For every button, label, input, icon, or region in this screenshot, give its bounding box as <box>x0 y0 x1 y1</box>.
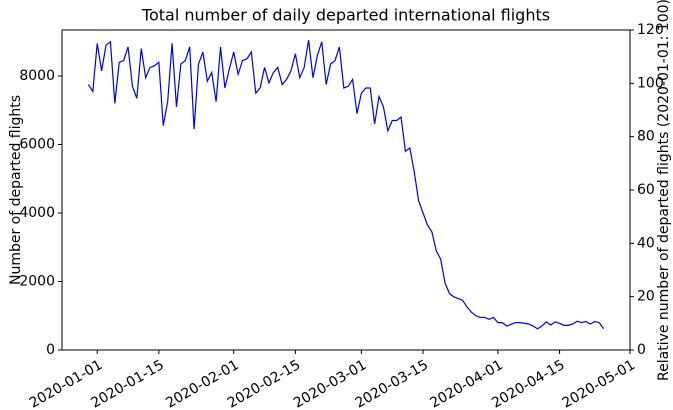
y2-tick-label: 20 <box>637 289 655 305</box>
y2-axis-label: Relative number of departed flights (202… <box>656 0 672 381</box>
y-tick-label: 4000 <box>19 205 55 221</box>
y2-tick-label: 60 <box>637 182 655 198</box>
y2-tick-label: 80 <box>637 129 655 145</box>
chart-title: Total number of daily departed internati… <box>141 6 550 25</box>
data-line <box>87 39 605 330</box>
y-tick-label: 8000 <box>19 68 55 84</box>
y-tick-label: 2000 <box>19 273 55 289</box>
x-tick-label: 2020-05-01 <box>560 357 638 410</box>
y2-tick-label: 100 <box>637 75 664 91</box>
y-axis-label: Number of departed flights <box>8 95 24 285</box>
y2-tick-label: 40 <box>637 235 655 251</box>
plot-frame <box>61 29 631 351</box>
y-tick-label: 0 <box>46 342 55 358</box>
y2-tick-label: 120 <box>637 22 664 38</box>
y2-tick-label: 0 <box>637 342 646 358</box>
y-tick-label: 6000 <box>19 136 55 152</box>
